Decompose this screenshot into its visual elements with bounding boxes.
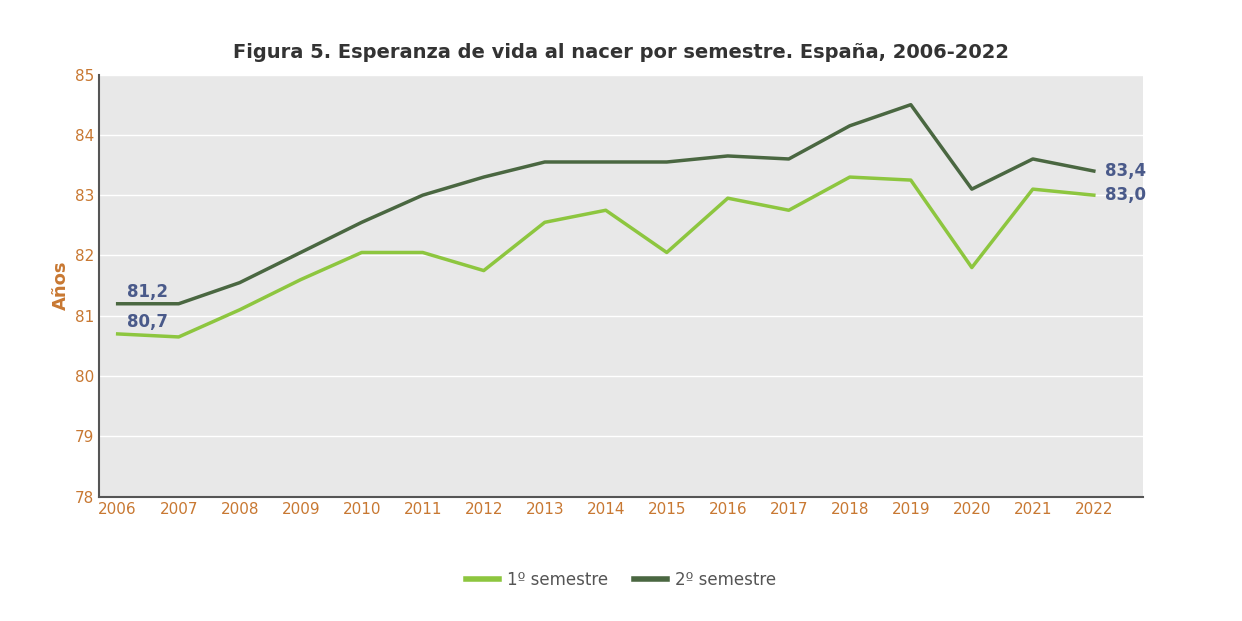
Text: 80,7: 80,7 <box>127 313 168 331</box>
2º semestre <box>903 101 918 109</box>
1º semestre <box>964 264 979 271</box>
2º semestre <box>599 158 614 166</box>
1º semestre <box>293 276 308 283</box>
2º semestre <box>293 249 308 256</box>
2º semestre <box>1026 155 1041 163</box>
Title: Figura 5. Esperanza de vida al nacer por semestre. España, 2006-2022: Figura 5. Esperanza de vida al nacer por… <box>233 43 1009 62</box>
1º semestre <box>415 249 430 256</box>
1º semestre <box>1026 186 1041 193</box>
1º semestre <box>354 249 369 256</box>
Line: 1º semestre: 1º semestre <box>118 177 1094 337</box>
Text: 81,2: 81,2 <box>127 283 168 301</box>
2º semestre <box>781 155 796 163</box>
1º semestre <box>720 194 735 202</box>
2º semestre <box>354 219 369 226</box>
2º semestre <box>111 300 125 307</box>
2º semestre <box>964 186 979 193</box>
1º semestre <box>232 306 247 314</box>
1º semestre <box>660 249 674 256</box>
Text: 83,4: 83,4 <box>1105 162 1146 180</box>
2º semestre <box>415 191 430 199</box>
1º semestre <box>171 333 186 341</box>
Legend: 1º semestre, 2º semestre: 1º semestre, 2º semestre <box>460 564 782 596</box>
1º semestre <box>476 267 491 274</box>
2º semestre <box>660 158 674 166</box>
1º semestre <box>781 207 796 214</box>
1º semestre <box>538 219 553 226</box>
1º semestre <box>1087 191 1102 199</box>
2º semestre <box>842 122 857 130</box>
1º semestre <box>599 207 614 214</box>
2º semestre <box>171 300 186 307</box>
1º semestre <box>903 176 918 184</box>
2º semestre <box>476 173 491 181</box>
Y-axis label: Años: Años <box>52 261 70 310</box>
2º semestre <box>538 158 553 166</box>
1º semestre <box>111 330 125 338</box>
2º semestre <box>232 279 247 286</box>
Text: 83,0: 83,0 <box>1105 186 1146 204</box>
2º semestre <box>720 152 735 160</box>
2º semestre <box>1087 167 1102 175</box>
1º semestre <box>842 173 857 181</box>
Line: 2º semestre: 2º semestre <box>118 105 1094 304</box>
